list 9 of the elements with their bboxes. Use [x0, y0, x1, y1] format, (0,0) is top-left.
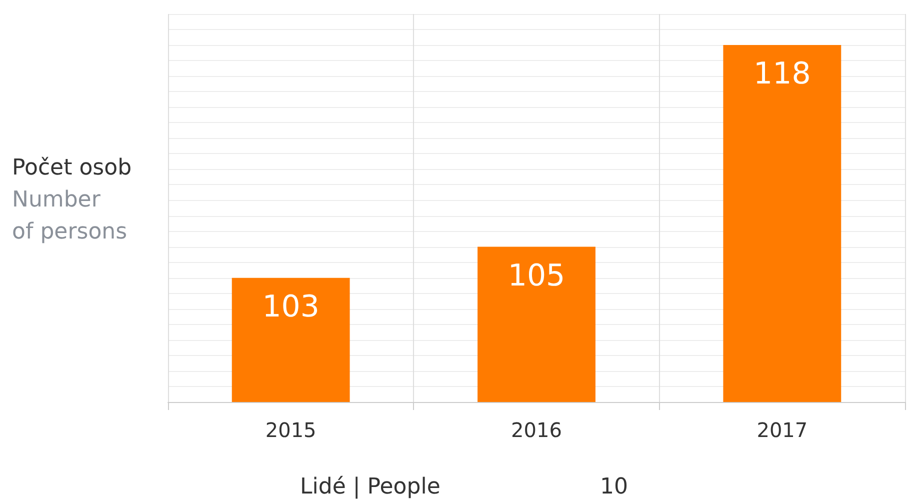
x-tick-label: 2015 — [265, 418, 316, 442]
data-label: 103 — [262, 289, 320, 324]
text: 10 — [600, 474, 628, 500]
x-tick-label: 2016 — [511, 418, 562, 442]
data-label: 105 — [508, 258, 566, 294]
y-axis-title: Počet osob Number of persons — [12, 156, 132, 244]
text: Lidé | People — [300, 474, 440, 500]
x-tick-label: 2017 — [756, 418, 808, 442]
data-label: 118 — [754, 56, 811, 92]
